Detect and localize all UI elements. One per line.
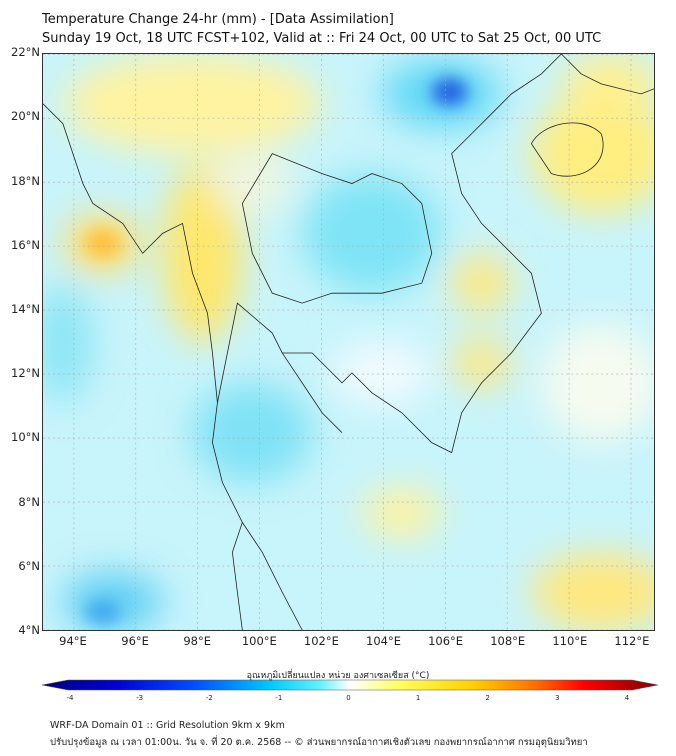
colorbar	[41, 679, 659, 691]
temperature-change-map	[42, 53, 655, 631]
graticule	[43, 54, 654, 630]
footer-line-2: ปรับปรุงข้อมูล ณ เวลา 01:00น. วัน จ. ที่…	[50, 737, 588, 748]
colorbar-tick: -1	[275, 694, 283, 702]
title-line-1: Temperature Change 24-hr (mm) - [Data As…	[42, 12, 394, 27]
colorbar-label: อุณหภูมิเปลี่ยนแปลง หน่วย องศาเซลเซียส (…	[246, 671, 430, 681]
lon-label: 96°E	[121, 634, 149, 648]
lat-label: 12°N	[11, 366, 40, 381]
colorbar-tick: 3	[555, 694, 560, 702]
lon-label: 94°E	[59, 634, 87, 648]
footer-line-1: WRF-DA Domain 01 :: Grid Resolution 9km …	[50, 720, 285, 731]
colorbar-tick: -3	[136, 694, 144, 702]
lat-label: 18°N	[11, 173, 40, 188]
lon-label: 104°E	[366, 634, 401, 648]
colorbar-tick: 0	[346, 694, 351, 702]
lon-label: 98°E	[183, 634, 212, 648]
lon-label: 102°E	[303, 634, 339, 648]
temperature-field	[43, 54, 654, 630]
lat-label: 10°N	[11, 430, 40, 445]
lat-label: 20°N	[11, 109, 40, 124]
colorbar-tick: -4	[66, 694, 74, 702]
lat-label: 16°N	[11, 237, 40, 252]
lon-label: 108°E	[490, 634, 526, 648]
title-line-2: Sunday 19 Oct, 18 UTC FCST+102, Valid at…	[42, 31, 602, 46]
coastlines-borders	[43, 54, 654, 630]
lon-label: 106°E	[428, 634, 464, 648]
colorbar-tick: -2	[205, 694, 213, 702]
lat-label: 14°N	[11, 302, 40, 316]
colorbar-tick: 1	[415, 694, 421, 702]
lat-label: 4°N	[18, 623, 40, 637]
lat-label: 22°N	[11, 45, 40, 60]
lon-label: 100°E	[241, 634, 277, 648]
colorbar-tick: 2	[485, 694, 490, 702]
lon-label: 110°E	[552, 634, 588, 648]
lon-label: 112°E	[614, 634, 650, 648]
lat-label: 8°N	[18, 494, 40, 509]
colorbar-tick: 4	[624, 694, 630, 702]
lat-label: 6°N	[18, 558, 40, 573]
